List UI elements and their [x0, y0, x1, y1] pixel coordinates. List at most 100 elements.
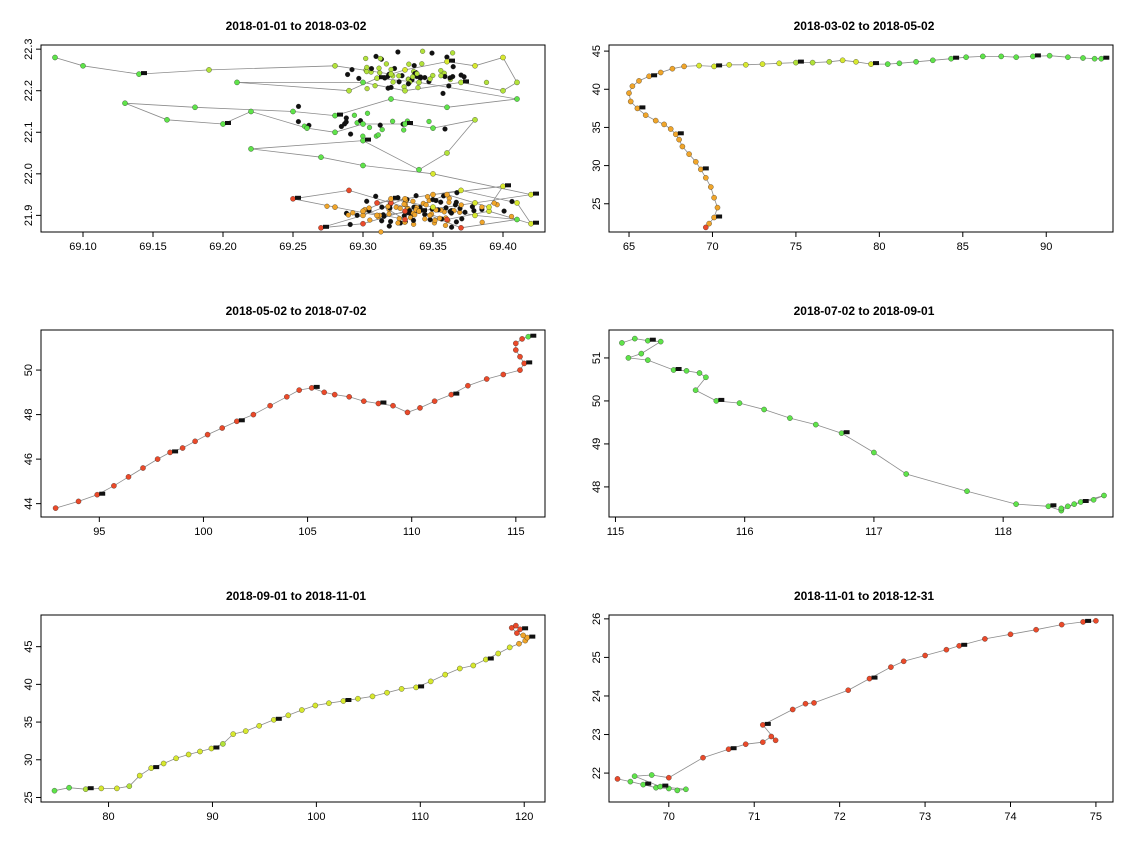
cluster-point [427, 217, 433, 223]
data-point [692, 387, 699, 393]
data-point [390, 402, 396, 409]
panel: 2018-05-02 to 2018-07-02 95 100 105 110 115 4… [23, 304, 546, 538]
y-tick-label: 25 [591, 198, 603, 210]
data-point [369, 693, 376, 700]
data-point [528, 220, 534, 227]
cluster-point [509, 198, 515, 205]
data-point [304, 125, 310, 131]
data-point [1046, 52, 1053, 59]
data-point [708, 184, 714, 190]
cluster-point [508, 213, 515, 220]
data-point [517, 353, 523, 360]
data-point [500, 371, 507, 378]
cluster-point [401, 127, 407, 133]
data-point [318, 154, 324, 160]
data-point [402, 196, 408, 202]
cluster-point [422, 75, 428, 81]
point-marker [716, 63, 723, 68]
x-tick-label: 95 [93, 526, 105, 538]
data-point [472, 200, 478, 206]
data-point [839, 57, 846, 64]
point-marker [1085, 618, 1092, 623]
cluster-point [395, 220, 401, 226]
x-tick-label: 80 [873, 241, 885, 253]
data-point [160, 760, 167, 767]
data-point [413, 684, 419, 691]
cluster-point [385, 203, 391, 210]
cluster-point [347, 221, 353, 228]
data-point [416, 166, 422, 173]
data-point [1098, 55, 1105, 62]
data-point [154, 456, 161, 462]
point-marker [141, 71, 147, 76]
cluster-point [377, 122, 383, 128]
x-tick-label: 70 [706, 241, 718, 253]
cluster-point [444, 54, 450, 60]
cluster-point [345, 212, 351, 218]
data-point [340, 698, 347, 704]
point-marker [295, 195, 301, 200]
cluster-point [427, 212, 433, 218]
point-marker [421, 208, 427, 213]
data-point [458, 187, 464, 194]
data-point [696, 62, 702, 69]
cluster-point [459, 216, 465, 222]
data-point [430, 125, 436, 131]
point-marker [87, 786, 94, 791]
data-point [1065, 54, 1071, 60]
cluster-point [396, 79, 402, 85]
point-marker [730, 746, 737, 751]
cluster-point [354, 212, 360, 218]
cluster-point [377, 70, 383, 76]
data-point [271, 717, 277, 723]
point-marker [323, 224, 329, 229]
data-point [627, 98, 634, 105]
data-point [826, 59, 833, 65]
y-tick-label: 46 [23, 453, 35, 465]
data-point [290, 108, 296, 115]
cluster-point [363, 55, 369, 62]
x-tick-label: 110 [403, 526, 421, 538]
data-point [114, 785, 120, 792]
cluster-point [437, 215, 443, 221]
point-marker [1034, 53, 1041, 58]
data-point [640, 781, 646, 788]
y-tick-label: 25 [23, 791, 35, 803]
data-point [185, 751, 192, 758]
data-point [98, 785, 105, 792]
y-tick-label: 22.2 [23, 80, 35, 101]
point-marker [393, 195, 399, 200]
cluster-point [450, 50, 456, 56]
data-point [703, 224, 709, 231]
point-marker [153, 765, 160, 770]
data-point [360, 162, 366, 169]
data-point [809, 59, 816, 66]
cluster-point [452, 202, 458, 208]
data-point [626, 90, 632, 96]
data-point [284, 394, 290, 400]
cluster-point [406, 61, 412, 67]
point-marker [463, 79, 469, 84]
data-point [629, 83, 636, 89]
data-point [693, 159, 699, 165]
y-tick-label: 23 [591, 728, 603, 740]
point-marker [529, 634, 536, 639]
data-point [521, 360, 527, 367]
data-point [360, 137, 366, 144]
data-point [122, 100, 128, 106]
data-point [206, 67, 212, 73]
data-point [208, 745, 215, 752]
point-marker [677, 131, 684, 136]
data-point [661, 121, 667, 128]
data-point [514, 96, 520, 102]
data-point [506, 644, 513, 651]
cluster-point [388, 84, 394, 90]
cluster-point [349, 67, 355, 73]
data-point [761, 406, 767, 413]
data-point [430, 191, 436, 198]
data-point [614, 776, 621, 782]
cluster-point [432, 217, 438, 223]
track-line [617, 620, 1096, 791]
y-tick-label: 50 [591, 395, 603, 407]
data-point [998, 53, 1004, 60]
